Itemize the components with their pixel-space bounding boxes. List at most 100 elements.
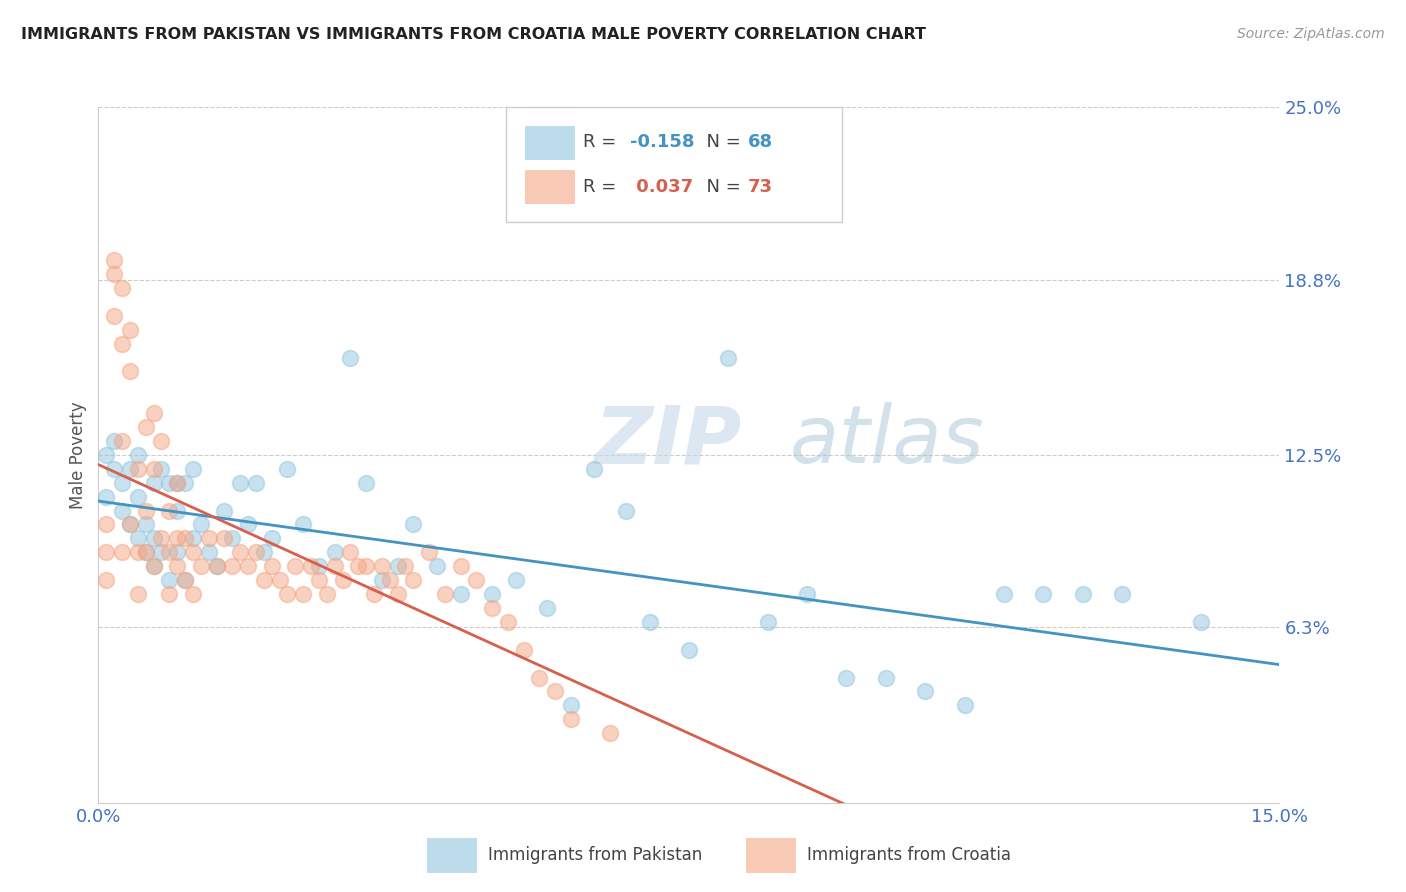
Point: [544, 684, 567, 698]
Point: [1111, 587, 1133, 601]
Point: [157, 573, 180, 587]
Point: [756, 615, 779, 629]
Point: [103, 309, 125, 323]
Point: [308, 573, 330, 587]
Point: [481, 587, 503, 601]
Point: [1032, 587, 1054, 601]
Point: [197, 532, 219, 546]
Point: [103, 434, 125, 448]
Point: [221, 532, 243, 546]
Point: [354, 559, 377, 574]
Point: [387, 587, 409, 601]
Point: [354, 475, 377, 490]
Point: [560, 712, 582, 726]
Point: [332, 573, 354, 587]
Point: [127, 448, 149, 462]
Point: [371, 573, 394, 587]
Point: [323, 559, 346, 574]
Point: [135, 517, 157, 532]
Point: [583, 462, 606, 476]
Point: [181, 545, 204, 559]
Point: [481, 601, 503, 615]
Point: [299, 559, 322, 574]
Point: [214, 532, 236, 546]
Point: [292, 517, 315, 532]
Point: [560, 698, 582, 713]
Text: -0.158: -0.158: [630, 133, 695, 152]
Point: [174, 475, 197, 490]
Point: [1189, 615, 1212, 629]
Point: [118, 323, 141, 337]
Point: [111, 336, 134, 351]
Point: [205, 559, 228, 574]
Point: [512, 642, 534, 657]
Point: [402, 517, 425, 532]
Point: [135, 545, 157, 559]
Point: [638, 615, 661, 629]
Point: [157, 545, 180, 559]
Point: [205, 559, 228, 574]
Y-axis label: Male Poverty: Male Poverty: [69, 401, 87, 508]
Point: [103, 267, 125, 281]
Point: [308, 559, 330, 574]
Point: [229, 545, 252, 559]
Point: [166, 545, 188, 559]
Point: [190, 517, 212, 532]
Point: [276, 462, 298, 476]
Point: [142, 559, 165, 574]
Point: [678, 642, 700, 657]
FancyBboxPatch shape: [745, 838, 796, 871]
Point: [150, 532, 173, 546]
Point: [505, 573, 527, 587]
Point: [142, 462, 165, 476]
Point: [339, 545, 361, 559]
Point: [174, 532, 197, 546]
Point: [315, 587, 337, 601]
Point: [796, 587, 818, 601]
Point: [118, 517, 141, 532]
Point: [536, 601, 558, 615]
Point: [111, 545, 134, 559]
Point: [127, 532, 149, 546]
Point: [914, 684, 936, 698]
Point: [174, 573, 197, 587]
Point: [166, 503, 188, 517]
Point: [465, 573, 488, 587]
Point: [260, 559, 283, 574]
Point: [96, 573, 118, 587]
Point: [166, 475, 188, 490]
Point: [118, 517, 141, 532]
Text: 0.037: 0.037: [630, 178, 693, 195]
Point: [96, 490, 118, 504]
Point: [875, 671, 897, 685]
Point: [253, 573, 276, 587]
Point: [245, 475, 267, 490]
Point: [245, 545, 267, 559]
Point: [135, 503, 157, 517]
Point: [142, 475, 165, 490]
Point: [157, 587, 180, 601]
Point: [166, 475, 188, 490]
Point: [276, 587, 298, 601]
Point: [378, 573, 401, 587]
Text: Immigrants from Croatia: Immigrants from Croatia: [807, 846, 1011, 864]
Point: [953, 698, 976, 713]
Text: 68: 68: [748, 133, 773, 152]
Point: [111, 281, 134, 295]
Point: [284, 559, 307, 574]
Point: [260, 532, 283, 546]
Point: [197, 545, 219, 559]
Text: Immigrants from Pakistan: Immigrants from Pakistan: [488, 846, 703, 864]
Point: [181, 532, 204, 546]
Point: [166, 532, 188, 546]
Point: [118, 364, 141, 378]
Point: [111, 475, 134, 490]
Point: [236, 517, 259, 532]
Point: [269, 573, 291, 587]
Point: [371, 559, 394, 574]
Point: [599, 726, 621, 740]
Point: [426, 559, 449, 574]
Point: [292, 587, 315, 601]
Point: [127, 545, 149, 559]
Point: [993, 587, 1015, 601]
